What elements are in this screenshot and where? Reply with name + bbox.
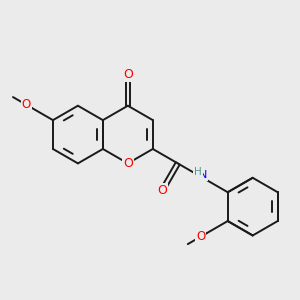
Text: O: O [196, 230, 205, 243]
Text: N: N [199, 170, 207, 180]
Text: O: O [158, 184, 167, 197]
Text: O: O [123, 157, 133, 170]
Text: H: H [194, 167, 202, 177]
Text: O: O [123, 68, 133, 81]
Text: O: O [22, 98, 31, 111]
